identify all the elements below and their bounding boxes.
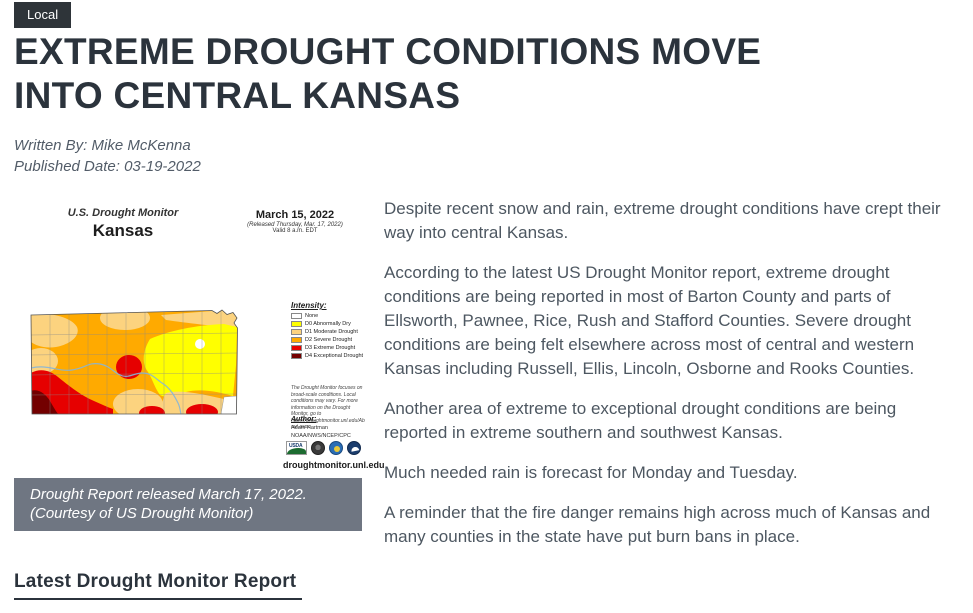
published-date: Published Date: 03-19-2022 (14, 158, 201, 175)
map-author: Author: Adam Hartman NOAA/NWS/NCEP/CPC (291, 416, 351, 439)
map-website: droughtmonitor.unl.edu (283, 460, 385, 470)
legend-row-d2: D2 Severe Drought (291, 337, 363, 343)
swatch-d2 (291, 337, 302, 343)
legend-row-d1: D1 Moderate Drought (291, 329, 363, 335)
swatch-d1 (291, 329, 302, 335)
caption-line1: Drought Report released March 17, 2022. (30, 486, 307, 503)
article-paragraph: Another area of extreme to exceptional d… (384, 399, 897, 442)
legend-row-d4: D4 Exceptional Drought (291, 353, 363, 359)
legend-title: Intensity: (291, 301, 327, 310)
page-title: EXTREME DROUGHT CONDITIONS MOVE INTO CEN… (14, 30, 959, 118)
caption-line2: (Courtesy of US Drought Monitor) (30, 505, 254, 522)
map-title-block: U.S. Drought Monitor Kansas (38, 207, 208, 241)
map-released: (Released Thursday, Mar. 17, 2022) (247, 222, 343, 228)
category-badge-local[interactable]: Local (14, 2, 72, 28)
swatch-d0 (291, 321, 302, 327)
swatch-d3 (291, 345, 302, 351)
figure-caption: Drought Report released March 17, 2022. … (14, 478, 362, 531)
map-date-block: March 15, 2022 (Released Thursday, Mar. … (230, 209, 360, 234)
article-paragraph: Much needed rain is forecast for Monday … (384, 463, 798, 482)
swatch-d4 (291, 353, 302, 359)
article-paragraph: According to the latest US Drought Monit… (384, 263, 915, 378)
byline: Written By: Mike McKenna Published Date:… (14, 135, 201, 177)
legend-row-d0: D0 Abnormally Dry (291, 321, 363, 327)
article-body: Despite recent snow and rain, extreme dr… (384, 197, 961, 565)
article-paragraph: Despite recent snow and rain, extreme dr… (384, 199, 941, 242)
article-paragraph: A reminder that the fire danger remains … (384, 503, 931, 546)
legend-row-d3: D3 Extreme Drought (291, 345, 363, 351)
page-title-line2: INTO CENTRAL KANSAS (14, 75, 461, 116)
map-disclaimer: The Drought Monitor focuses on broad-sca… (291, 385, 365, 430)
map-legend: Intensity: None D0 Abnormally Dry D1 Mod… (291, 301, 363, 361)
map-region: Kansas (92, 221, 154, 240)
latest-drought-report-link[interactable]: Latest Drought Monitor Report (14, 571, 303, 600)
swatch-none (291, 313, 302, 319)
drought-monitor-figure: U.S. Drought Monitor Kansas March 15, 20… (14, 195, 384, 478)
map-title: U.S. Drought Monitor (67, 207, 179, 219)
kansas-drought-map (30, 309, 238, 415)
map-valid: Valid 8 a.m. EDT (272, 228, 318, 234)
usda-logo-icon: USDA (286, 441, 307, 455)
page-title-line1: EXTREME DROUGHT CONDITIONS MOVE (14, 31, 762, 72)
cpc-logo-icon (329, 441, 343, 455)
noaa-logo-icon (347, 441, 361, 455)
agency-logos: USDA (286, 441, 361, 455)
legend-row-none: None (291, 313, 363, 319)
ndmc-logo-icon (311, 441, 325, 455)
map-date: March 15, 2022 (255, 209, 335, 221)
written-by: Written By: Mike McKenna (14, 137, 191, 154)
